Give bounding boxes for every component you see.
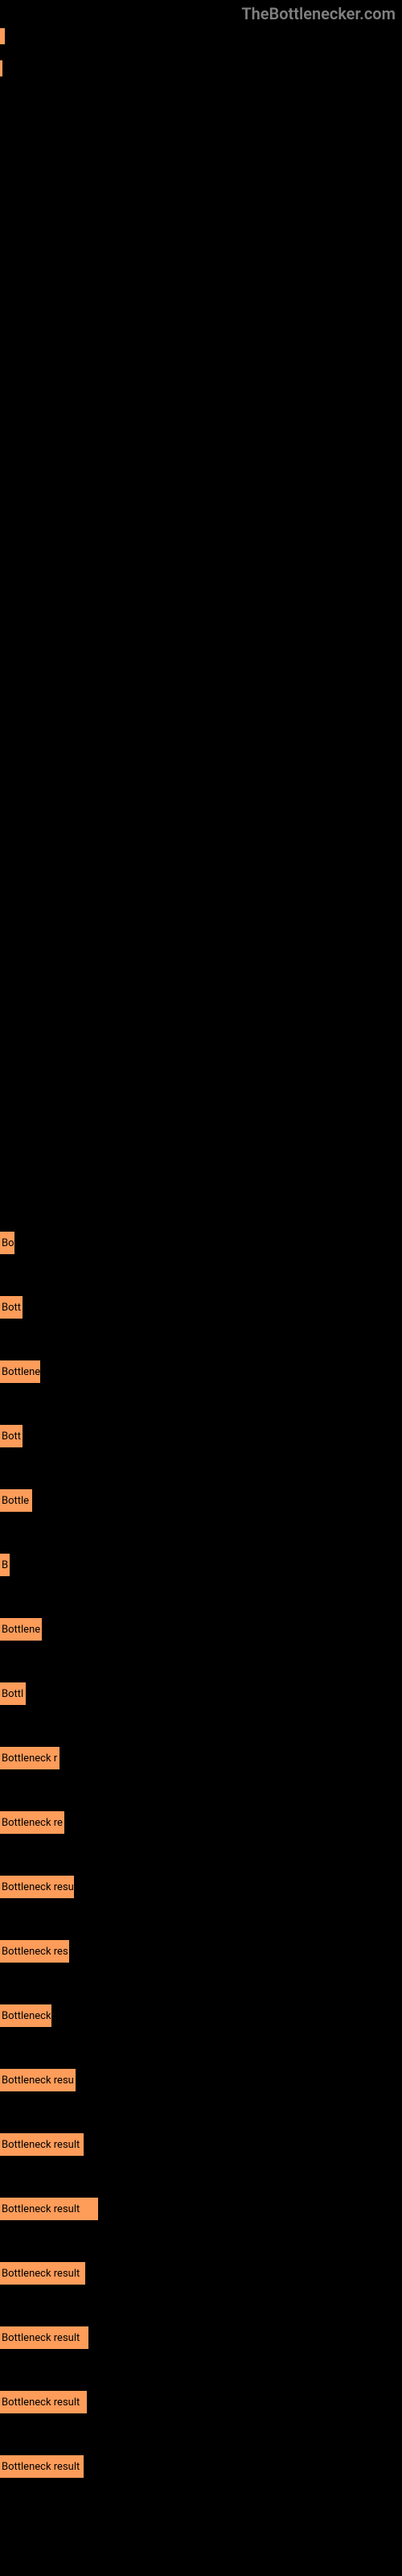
chart-area: Bo Bott Bottlene Bott Bottle B Bottlene Bottl Bo… [0,0,402,2478]
bar-item: Bottlene [0,1360,40,1383]
bar-item: Bottleneck result [0,2391,87,2413]
bar-item: Bottleneck resu [0,2069,76,2091]
bar-item: Bottlene [0,1618,42,1641]
bar-item: Bott [0,1296,23,1319]
bar-item: Bottleneck result [0,2455,84,2478]
bars-container: Bo Bott Bottlene Bott Bottle B Bottlene Bottl Bo… [0,24,402,2478]
bar-item: Bottleneck result [0,2198,98,2220]
bar-item: Bottleneck res [0,1940,69,1963]
top-indicator-bar-2 [0,60,2,76]
bar-item: Bottleneck [0,2004,51,2027]
bar-item: Bottleneck resu [0,1876,74,1898]
bar-item: Bottleneck result [0,2262,85,2285]
bar-item: Bottl [0,1682,26,1705]
bar-item: Bo [0,1232,14,1254]
bar-item: Bott [0,1425,23,1447]
top-indicator-bar [0,28,5,44]
bar-item: Bottleneck result [0,2326,88,2349]
bar-item: Bottleneck r [0,1747,59,1769]
bar-item: Bottleneck result [0,2133,84,2156]
bar-item: B [0,1554,10,1576]
bar-item: Bottle [0,1489,32,1512]
bar-item: Bottleneck re [0,1811,64,1834]
